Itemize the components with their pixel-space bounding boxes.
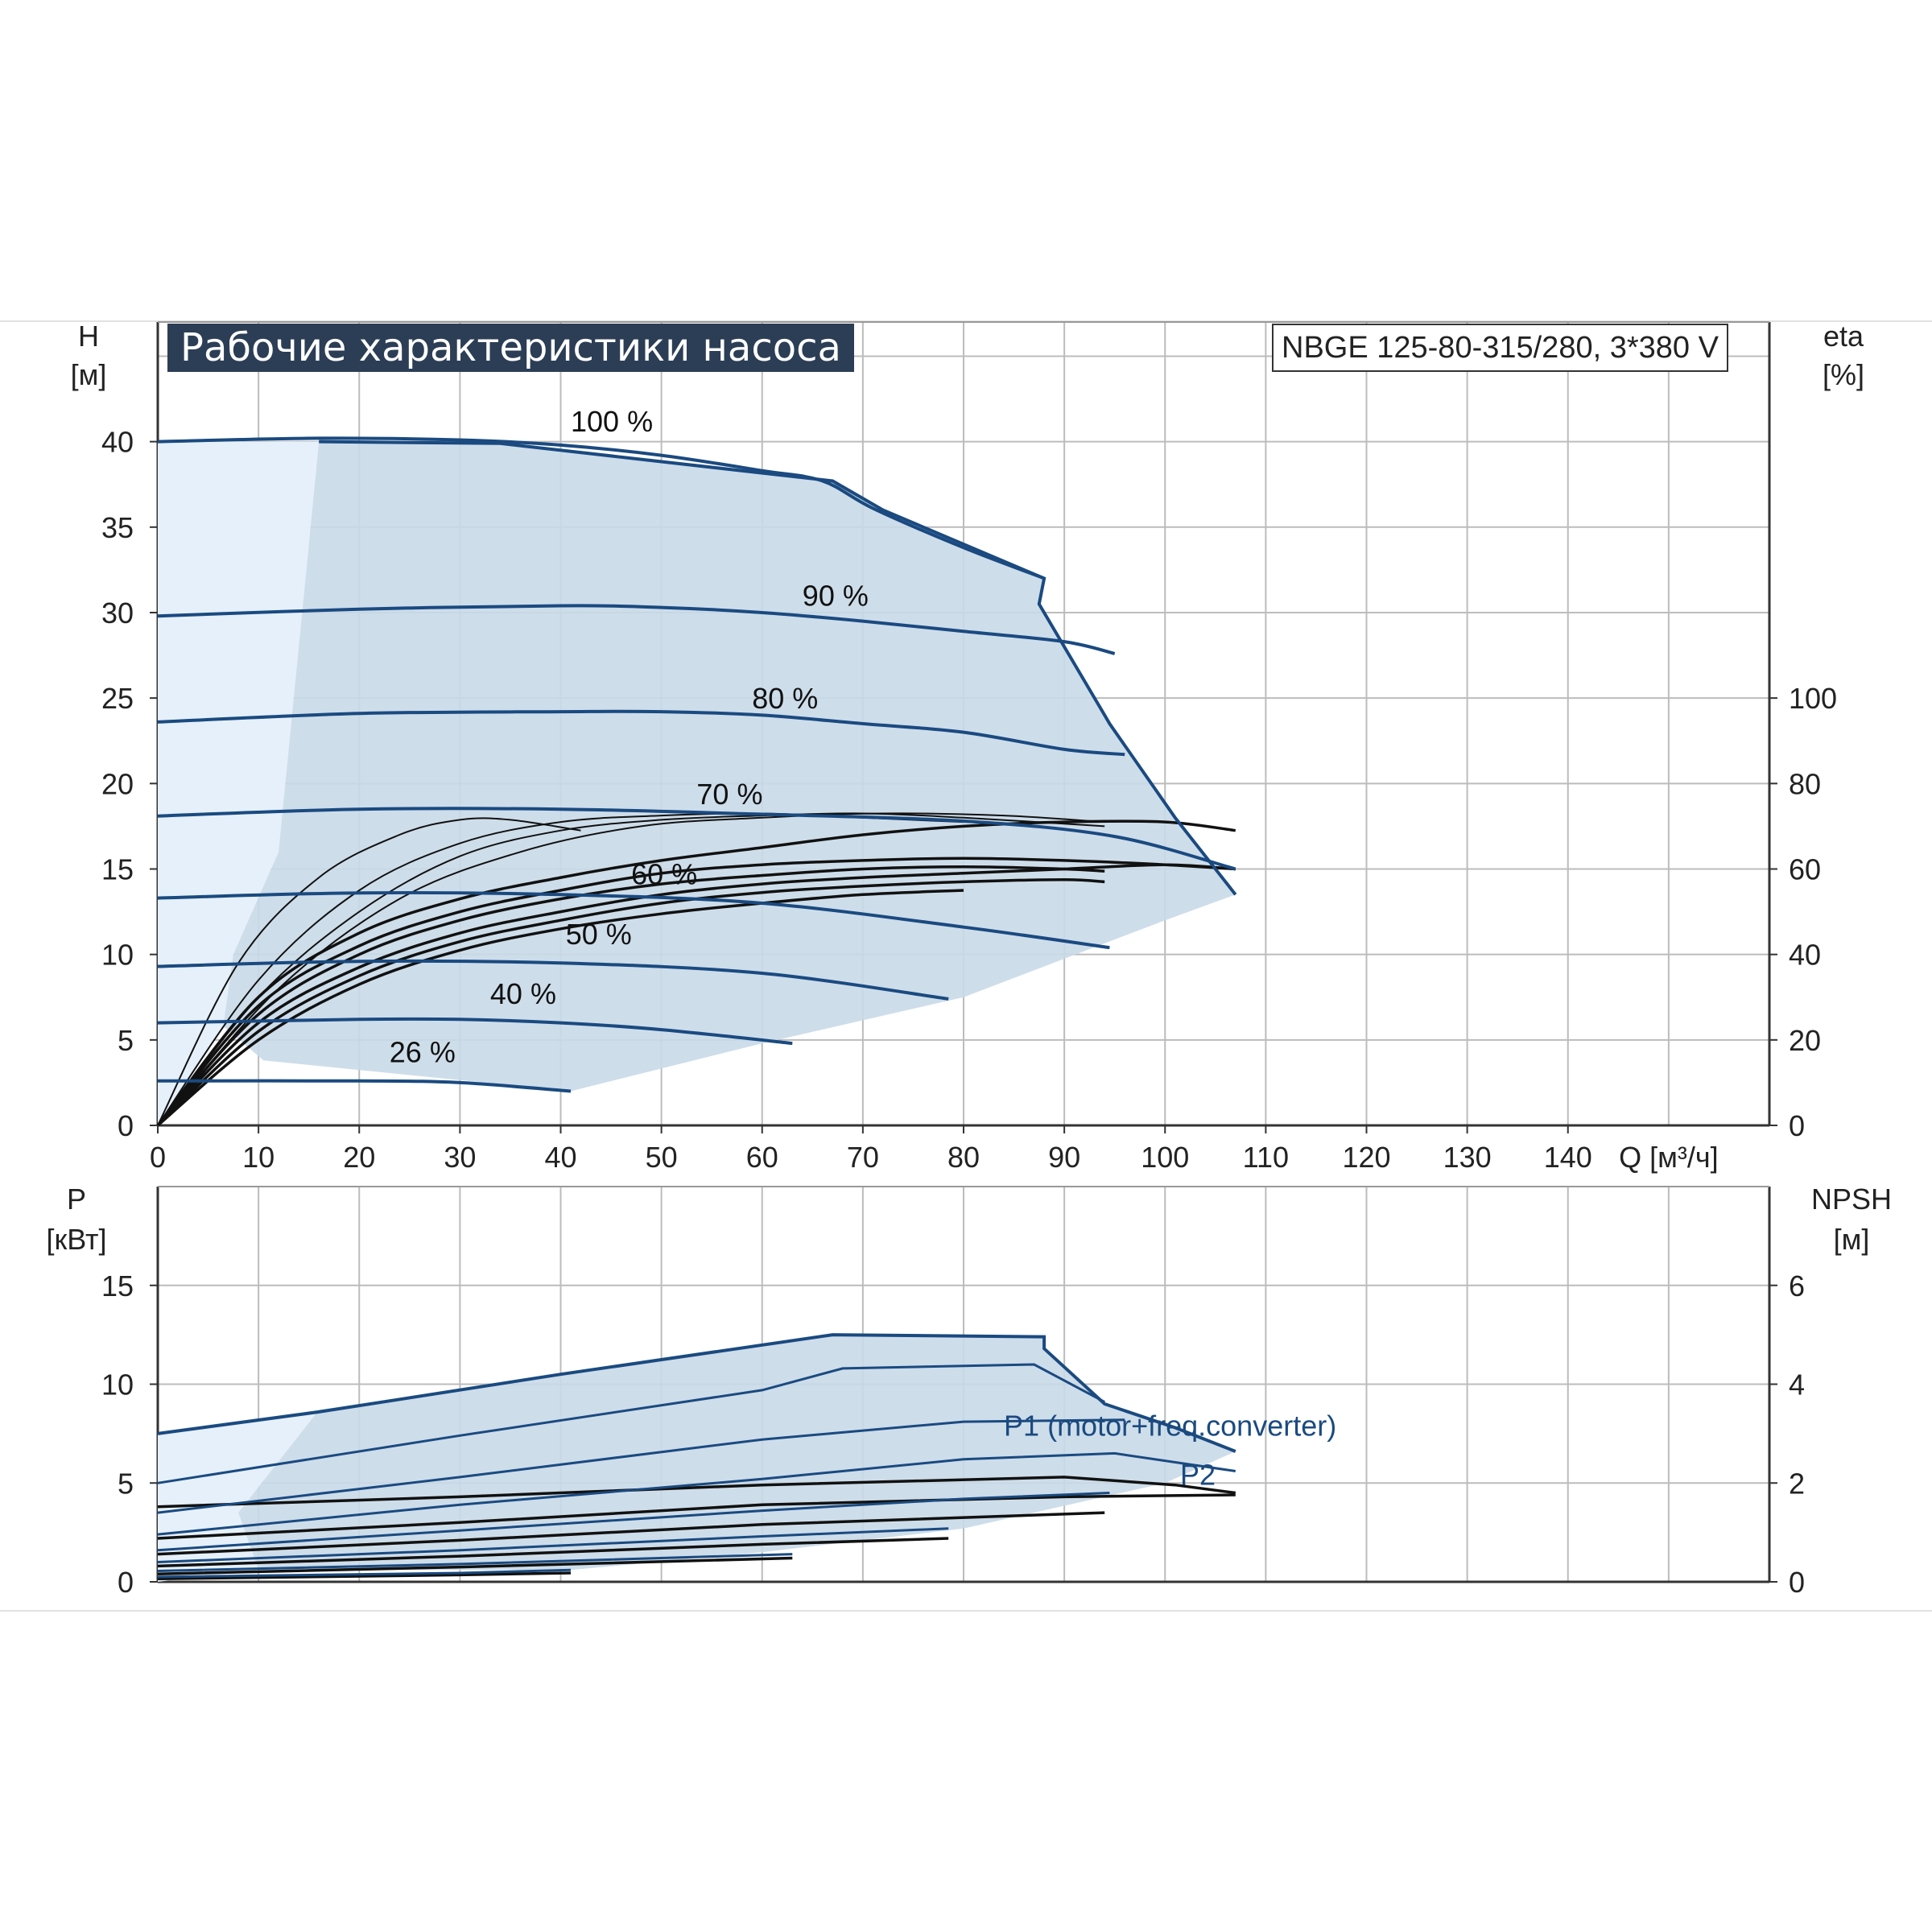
head-axis-name: H xyxy=(78,320,99,353)
flow-tick-label: 60 xyxy=(746,1141,778,1174)
head-tick-label: 5 xyxy=(118,1024,134,1057)
eta-axis-unit: [%] xyxy=(1822,358,1864,391)
speed-curve xyxy=(157,1017,793,1046)
head-tick-label: 40 xyxy=(101,426,134,459)
power-axis-unit: [кВт] xyxy=(46,1223,107,1256)
flow-tick-label: 50 xyxy=(646,1141,678,1174)
power-tick-label: 15 xyxy=(101,1269,134,1302)
power-operating-region xyxy=(238,1335,1236,1571)
power-annotation: P1 (motor+freq.converter) xyxy=(1004,1409,1336,1442)
eta-axis-name: eta xyxy=(1823,320,1864,353)
npsh-tick-label: 4 xyxy=(1789,1368,1805,1402)
flow-tick-label: 110 xyxy=(1243,1141,1289,1174)
speed-curve xyxy=(157,959,949,1001)
max-envelope xyxy=(319,440,1237,896)
head-tick-label: 30 xyxy=(101,597,134,630)
eta-tick-label: 80 xyxy=(1789,767,1821,800)
flow-tick-label: 100 xyxy=(1141,1141,1189,1174)
head-operating-region xyxy=(223,441,1236,1092)
flow-tick-label: 120 xyxy=(1342,1141,1390,1174)
head-tick-label: 25 xyxy=(101,682,134,715)
eta-tick-label: 100 xyxy=(1789,682,1837,715)
efficiency-curve xyxy=(156,865,1105,1127)
eta-tick-label: 0 xyxy=(1789,1109,1805,1142)
flow-tick-label: 30 xyxy=(444,1141,476,1174)
power-tick-label: 5 xyxy=(118,1467,134,1500)
eta-tick-label: 60 xyxy=(1789,852,1821,886)
speed-curve xyxy=(157,890,1110,950)
flow-axis-title: Q [м³/ч] xyxy=(1619,1141,1719,1174)
speed-curve-label: 60 % xyxy=(631,858,697,891)
speed-curve xyxy=(157,436,1045,580)
head-tick-label: 0 xyxy=(118,1109,134,1142)
p1-curve xyxy=(157,1492,1110,1552)
p1-curve xyxy=(157,1418,1125,1514)
p2-curve xyxy=(157,1556,793,1575)
efficiency-curve xyxy=(156,863,1236,1127)
power-tick-label: 0 xyxy=(118,1566,134,1599)
flow-tick-label: 0 xyxy=(150,1141,166,1174)
efficiency-curve xyxy=(157,812,1105,1126)
head-tick-label: 20 xyxy=(101,767,134,800)
p2-curve xyxy=(157,1476,1236,1509)
p1-curve xyxy=(157,1527,949,1563)
p1-curve xyxy=(157,1451,1236,1536)
efficiency-curve xyxy=(156,878,1105,1127)
flow-tick-label: 10 xyxy=(242,1141,275,1174)
speed-curve-label: 26 % xyxy=(390,1035,456,1068)
eta-tick-label: 20 xyxy=(1789,1024,1821,1057)
flow-tick-label: 40 xyxy=(544,1141,576,1174)
flow-tick-label: 90 xyxy=(1048,1141,1080,1174)
npsh-axis-unit: [м] xyxy=(1833,1223,1870,1256)
p2-curve xyxy=(157,1537,949,1568)
power-axis-name: P xyxy=(66,1183,86,1216)
power-low-speed-region xyxy=(158,1410,320,1582)
npsh-tick-label: 0 xyxy=(1789,1566,1805,1599)
npsh-tick-label: 6 xyxy=(1789,1269,1805,1302)
flow-tick-label: 20 xyxy=(343,1141,375,1174)
flow-tick-label: 130 xyxy=(1443,1141,1492,1174)
model-label: NBGE 125-80-315/280, 3*380 V xyxy=(1272,324,1728,372)
npsh-tick-label: 2 xyxy=(1789,1467,1805,1500)
speed-curve-label: 100 % xyxy=(571,405,653,438)
efficiency-curve xyxy=(157,812,1105,1126)
power-annotation: P2 xyxy=(1180,1459,1216,1492)
bottom-separator xyxy=(0,1610,1932,1612)
speed-curve xyxy=(157,709,1125,757)
speed-curve xyxy=(157,604,1116,655)
flow-tick-label: 140 xyxy=(1544,1141,1592,1174)
power-tick-label: 10 xyxy=(101,1368,134,1402)
efficiency-curve xyxy=(157,817,581,1126)
npsh-axis-name: NPSH xyxy=(1810,1183,1893,1216)
p2-curve xyxy=(157,1571,572,1581)
p1-curve xyxy=(157,1568,572,1579)
p1-curve xyxy=(157,1553,793,1572)
head-tick-label: 10 xyxy=(101,939,134,972)
p2-curve xyxy=(157,1493,1236,1540)
p1-curve xyxy=(157,1333,1236,1453)
head-axis-unit: [м] xyxy=(70,358,107,391)
speed-curve-label: 80 % xyxy=(752,682,818,715)
p1-curve xyxy=(157,1363,1105,1484)
flow-tick-label: 70 xyxy=(847,1141,879,1174)
flow-tick-label: 80 xyxy=(947,1141,980,1174)
p2-curve xyxy=(157,1511,1105,1556)
speed-curve-label: 40 % xyxy=(490,977,556,1010)
speed-curve-label: 90 % xyxy=(803,579,869,612)
eta-tick-label: 40 xyxy=(1789,939,1821,972)
speed-curve-label: 70 % xyxy=(696,778,762,811)
speed-curve xyxy=(157,1079,572,1093)
chart-title: Рабочие характеристики насоса xyxy=(167,324,854,372)
head-tick-label: 35 xyxy=(101,511,134,544)
head-tick-label: 15 xyxy=(101,852,134,886)
speed-curve xyxy=(157,807,1236,871)
efficiency-curve xyxy=(156,889,964,1127)
speed-curve-label: 50 % xyxy=(566,918,632,951)
